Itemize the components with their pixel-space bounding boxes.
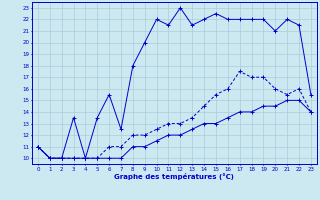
X-axis label: Graphe des températures (°C): Graphe des températures (°C) [115, 173, 234, 180]
